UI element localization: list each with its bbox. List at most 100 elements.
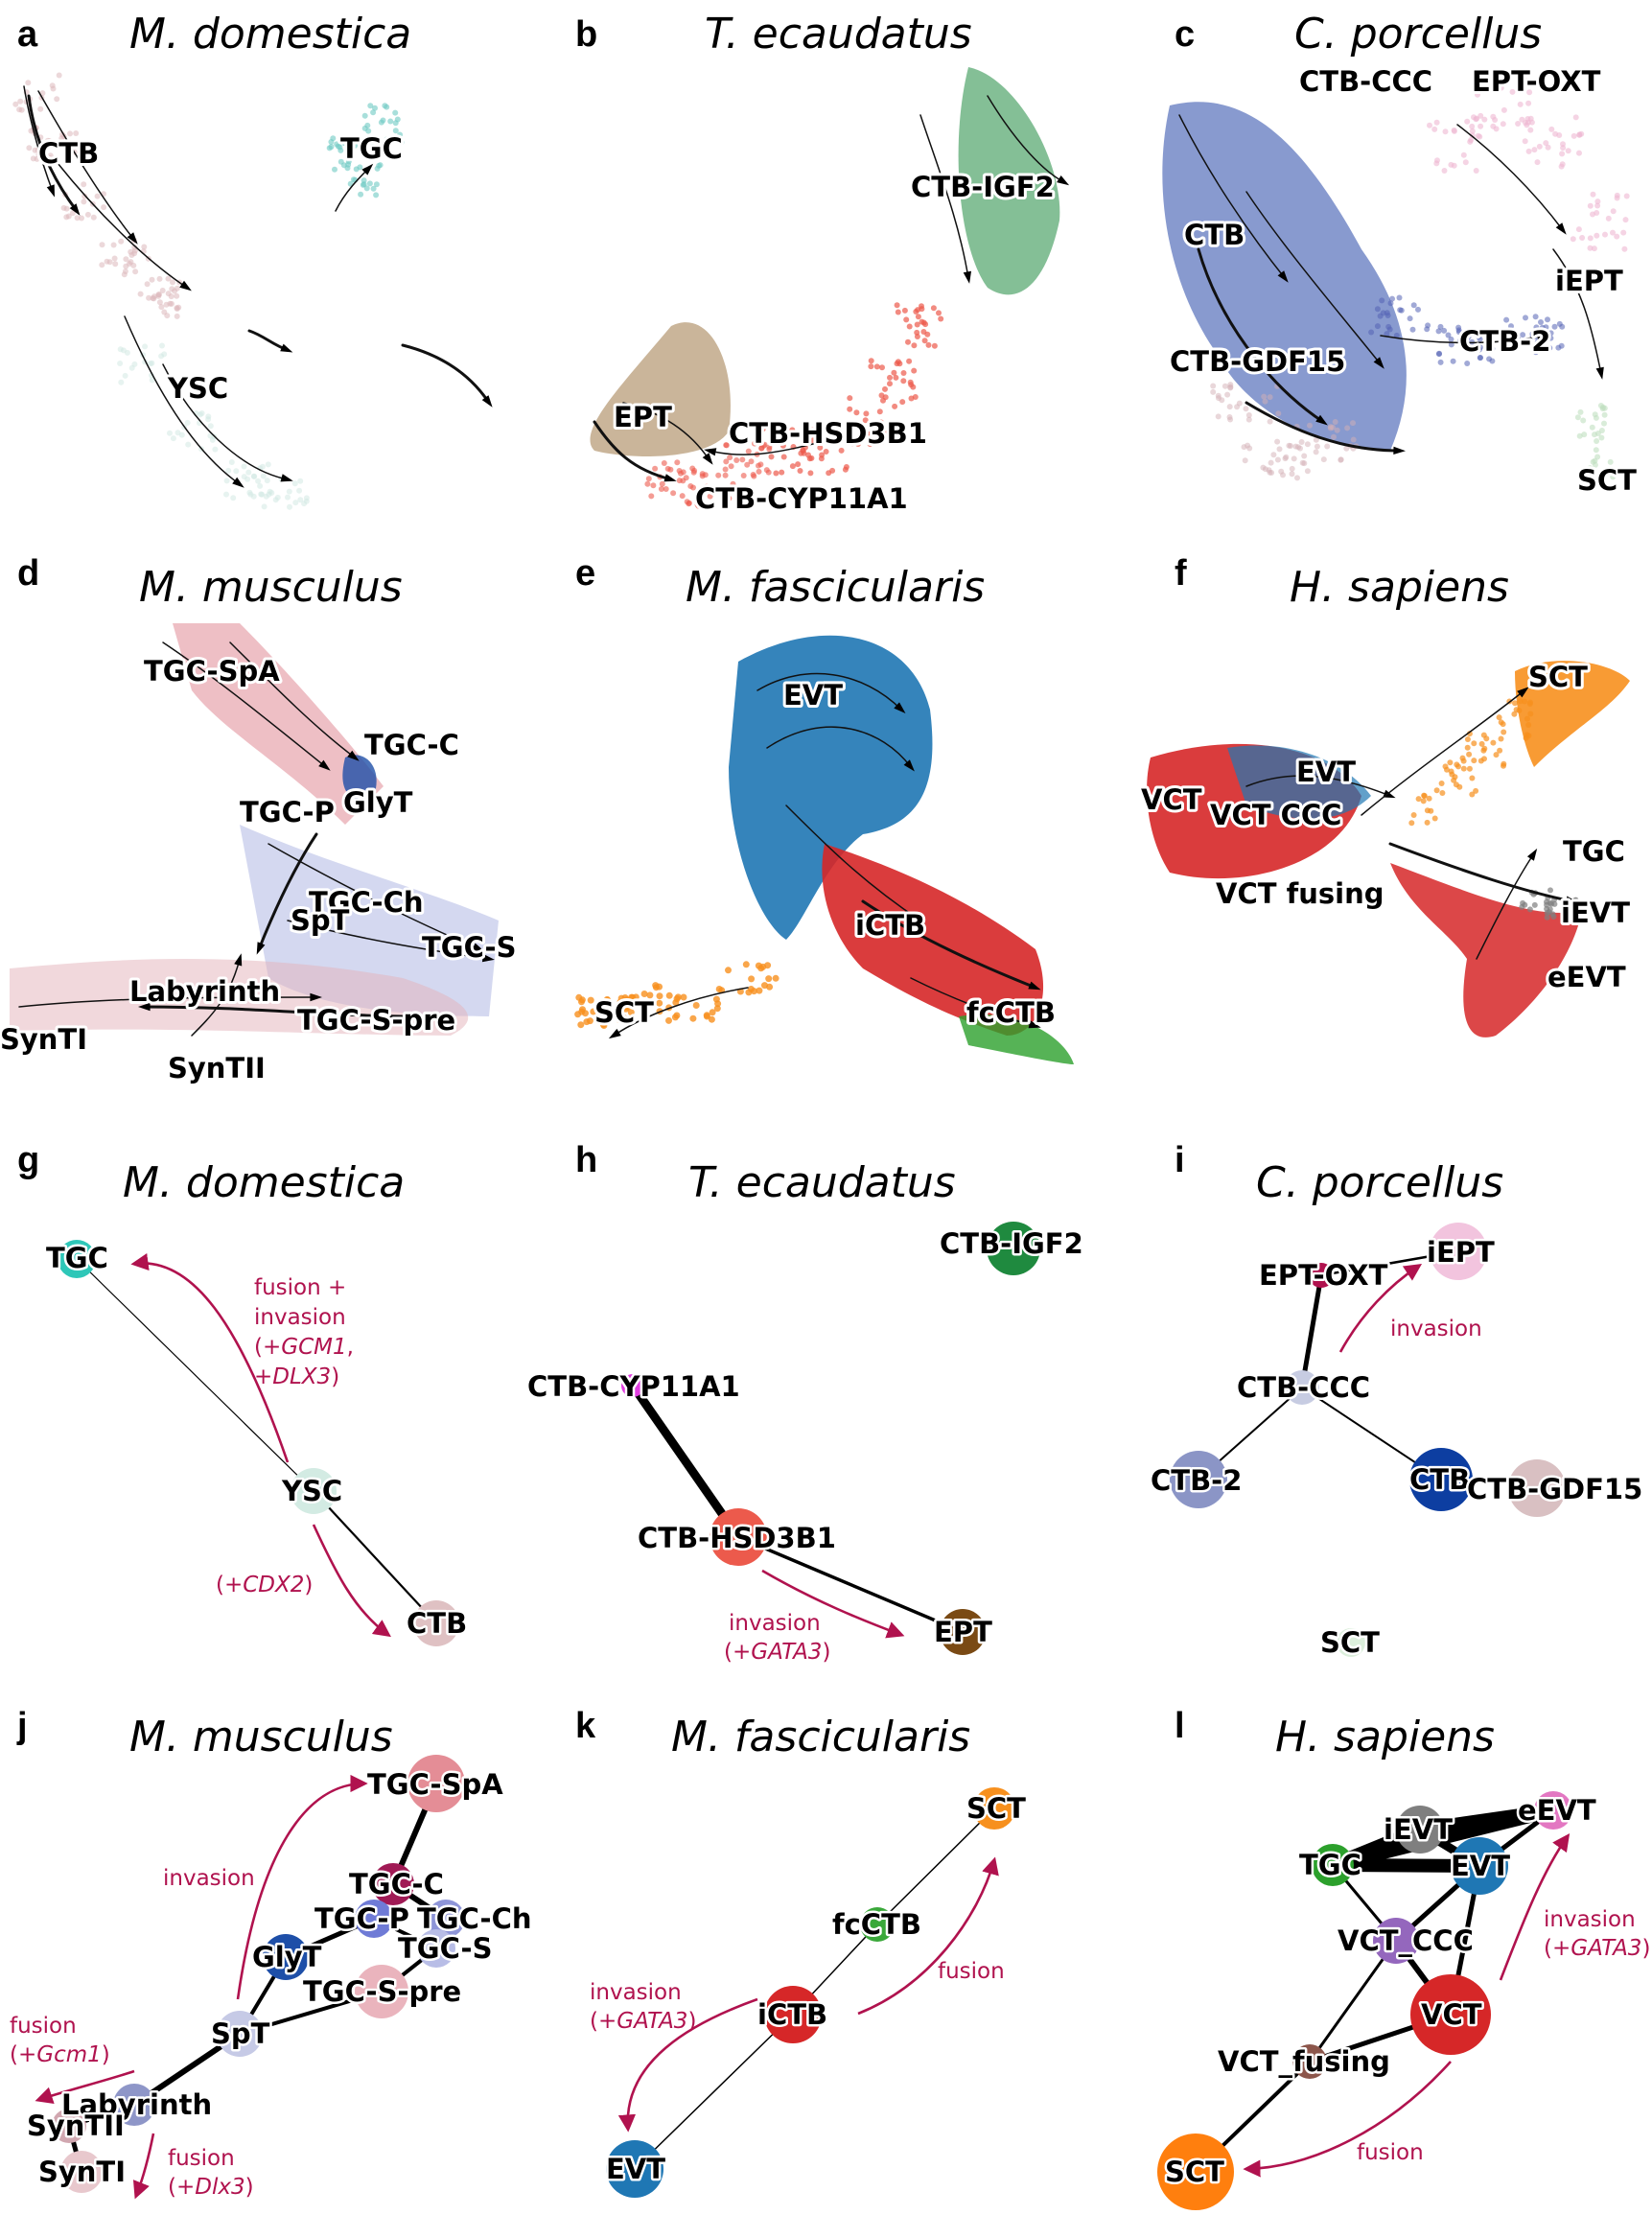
- graph-edge-g-ysc-ctb: [312, 1489, 438, 1625]
- node-label-i-ctb-gdf15: CTB-GDF15: [1467, 1473, 1642, 1505]
- cluster-label-f-sct: SCT: [1528, 661, 1588, 693]
- node-label-h-ctb-igf2: CTB-IGF2: [940, 1227, 1083, 1260]
- cluster-label-a-ctb: CTB: [38, 137, 99, 170]
- panel-title-a: M. domestica: [129, 10, 411, 58]
- cluster-label-d-syntii: SynTII: [168, 1052, 266, 1084]
- cluster-label-d-tgc-c: TGC-C: [364, 729, 459, 761]
- transition-label-j1-1: invasion: [163, 1866, 255, 1891]
- node-label-j-tgc-spa: TGC-SpA: [367, 1768, 503, 1801]
- cluster-label-d-tgc-spa: TGC-SpA: [144, 655, 280, 688]
- transition-arrow-k2: [857, 1856, 999, 2016]
- graph-node-g-ctb: [413, 1600, 459, 1646]
- panel-letter-h: h: [575, 1140, 597, 1180]
- node-label-j-tgc-p: TGC-P: [314, 1902, 409, 1935]
- umap-region-d: [342, 755, 377, 800]
- panel-letter-b: b: [575, 14, 597, 55]
- transition-arrow-h1: [761, 1569, 905, 1639]
- node-label-j-tgc-ch: TGC-Ch: [417, 1902, 532, 1935]
- umap-region-e: [729, 635, 933, 940]
- transition-label-g1-1: fusion +: [254, 1275, 346, 1300]
- graph-edge-l-tgc-eevt: [1326, 1804, 1560, 1872]
- cluster-label-d-glyt: GlyT: [343, 786, 413, 819]
- figure-text: a M. domestica b T. ecaudatus c C. porcellus d…: [0, 10, 1650, 2200]
- cluster-label-d-labyrinth: Labyrinth: [129, 975, 280, 1008]
- umap-region-b: [590, 322, 731, 456]
- graph-node-l-ievt: [1396, 1806, 1444, 1854]
- transition-label-i1-1: invasion: [1390, 1317, 1482, 1341]
- node-label-i-ept-oxt: EPT-OXT: [1259, 1259, 1388, 1292]
- graph-edge-k-ictb-evt: [634, 2014, 794, 2170]
- transition-label-j3-1: fusion: [168, 2146, 235, 2171]
- graph-node-i-ctb-gdf15: [1508, 1459, 1566, 1517]
- velocity-streamlines: [18, 85, 1604, 1039]
- cluster-label-d-tgc-ch: TGC-Ch: [309, 886, 424, 919]
- graph-node-j-tgc-ch: [427, 1900, 465, 1938]
- transition-arrow-g2: [312, 1524, 391, 1638]
- node-label-l-evt: EVT: [1451, 1850, 1510, 1882]
- node-label-i-ctb-2: CTB-2: [1151, 1464, 1242, 1497]
- cluster-label-a-ysc: YSC: [167, 372, 228, 405]
- node-label-g-ysc: YSC: [281, 1475, 342, 1507]
- node-label-l-vct-fusing: VCT_fusing: [1218, 2045, 1390, 2078]
- cluster-label-d-spt: SpT: [291, 904, 350, 937]
- panel-letter-l: l: [1175, 1706, 1185, 1746]
- cluster-label-e-ictb: iCTB: [855, 909, 925, 942]
- graph-node-i-ept-oxt: [1309, 1263, 1334, 1288]
- transition-arrow-j3: [132, 2133, 155, 2200]
- node-label-j-glyt: GlyT: [252, 1941, 322, 1973]
- graph-node-j-tgc-s: [417, 1929, 455, 1968]
- transition-label-g1-4: +DLX3): [254, 1364, 339, 1389]
- graph-node-l-vct: [1410, 1974, 1491, 2055]
- panel-letter-a: a: [17, 14, 38, 55]
- transition-arrow-l1: [1499, 1833, 1571, 1981]
- node-label-i-ctb: CTB: [1409, 1463, 1470, 1496]
- cluster-label-d-tgc-s-pre: TGC-S-pre: [297, 1004, 455, 1037]
- node-label-h-ept: EPT: [934, 1616, 992, 1648]
- graph-node-h-ctb-hsd3b1: [710, 1508, 767, 1566]
- transition-arrows: [35, 1253, 1571, 2200]
- graph-node-l-evt: [1451, 1837, 1508, 1895]
- node-label-k-evt: EVT: [606, 2153, 665, 2185]
- graph-node-l-vct-ccc: [1373, 1918, 1419, 1964]
- graph-node-j-spt: [217, 2011, 263, 2057]
- cluster-label-f-ievt: iEVT: [1561, 897, 1630, 929]
- umap-region-e: [959, 1014, 1074, 1064]
- graph-node-i-ctb: [1409, 1448, 1473, 1511]
- graph-edge-g-tgc-ysc: [76, 1258, 314, 1492]
- graph-node-g-ysc: [291, 1468, 337, 1514]
- cluster-label-f-vct-fusing: VCT fusing: [1216, 877, 1384, 910]
- umap-region-f: [1390, 863, 1582, 1038]
- graph-node-k-ictb: [764, 1986, 822, 2043]
- node-label-h-ctb-cyp11a1: CTB-CYP11A1: [527, 1370, 740, 1403]
- cluster-label-c-ctb-2: CTB-2: [1459, 325, 1550, 358]
- node-label-l-vct: VCT: [1421, 1998, 1482, 2031]
- graph-node-i-iept: [1430, 1223, 1487, 1280]
- cluster-label-b-ept: EPT: [614, 401, 672, 433]
- node-label-k-fcctb: fcCTB: [832, 1908, 921, 1941]
- graph-node-l-vct-fusing: [1292, 2044, 1327, 2079]
- graph-node-k-fcctb: [860, 1907, 895, 1942]
- umap-region-d: [173, 623, 384, 825]
- umap-cluster-a: [117, 342, 310, 510]
- transition-label-g1-3: (+GCM1,: [254, 1335, 354, 1360]
- transition-label-g1-2: invasion: [254, 1305, 346, 1330]
- umap-cluster-c: [1574, 403, 1617, 480]
- panel-title-i: C. porcellus: [1256, 1158, 1503, 1207]
- panel-title-j: M. musculus: [129, 1713, 393, 1761]
- cluster-label-c-ctb-ccc: CTB-CCC: [1299, 65, 1432, 98]
- graph-node-i-sct: [1337, 1628, 1365, 1657]
- cluster-label-c-ept-oxt: EPT-OXT: [1472, 65, 1601, 98]
- cluster-label-f-eevt: eEVT: [1547, 961, 1626, 993]
- umap-region-b: [958, 67, 1060, 295]
- cluster-label-b-ctb-igf2: CTB-IGF2: [911, 171, 1055, 203]
- umap-cluster-b: [759, 302, 944, 477]
- cluster-label-b-ctb-hsd3b1: CTB-HSD3B1: [729, 417, 927, 450]
- graph-nodes: [52, 1222, 1572, 2210]
- node-label-j-tgc-c: TGC-C: [349, 1868, 444, 1900]
- panel-letter-f: f: [1175, 553, 1187, 594]
- node-label-l-tgc: TGC: [1299, 1849, 1361, 1881]
- transition-arrow-j2: [35, 2069, 135, 2105]
- transition-arrow-l2: [1243, 2061, 1452, 2178]
- cluster-label-e-sct: SCT: [594, 996, 654, 1029]
